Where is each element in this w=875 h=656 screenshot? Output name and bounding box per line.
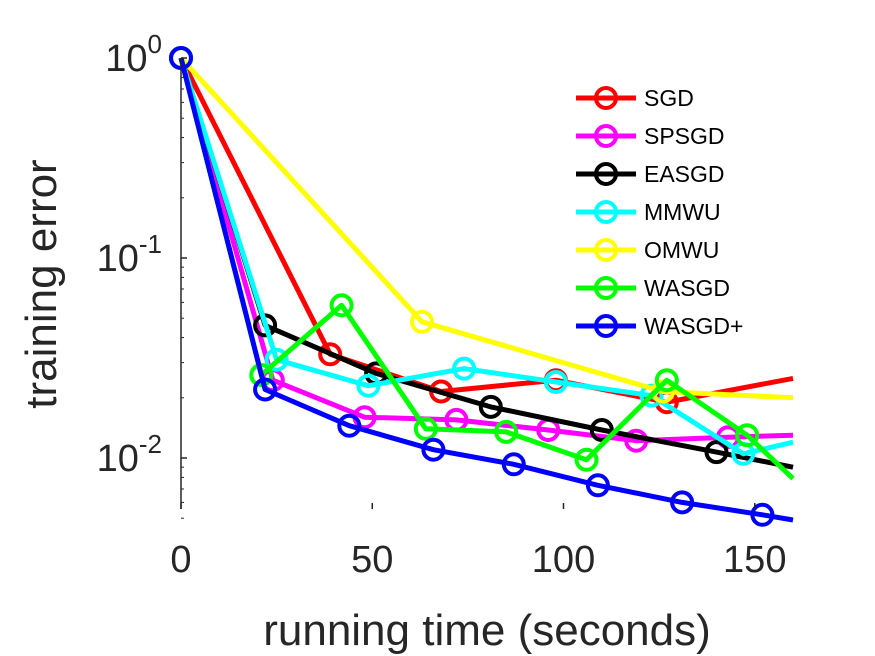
series-mmwu xyxy=(169,46,794,466)
data-point-wasgd xyxy=(574,447,599,472)
series-layer xyxy=(169,46,795,527)
legend-marker xyxy=(594,314,618,338)
legend-label: SPSGD xyxy=(644,123,725,149)
x-tick-label: 150 xyxy=(723,539,786,581)
legend-label: SGD xyxy=(644,85,694,111)
legend-marker xyxy=(594,86,618,110)
data-point-wasgd-plus xyxy=(585,473,610,498)
series-line-mmwu xyxy=(178,57,794,457)
data-point-wasgd xyxy=(494,419,519,444)
data-point-wasgd xyxy=(735,423,760,448)
legend-label: WASGD+ xyxy=(644,313,743,339)
y-tick-label: 10-2 xyxy=(97,429,162,480)
series-wasgd-plus xyxy=(169,46,794,527)
x-axis-ticks: 0 50 100 150 xyxy=(170,503,786,581)
x-axis-label: running time (seconds) xyxy=(263,606,711,655)
x-tick-label: 50 xyxy=(351,539,393,581)
data-point-mmwu xyxy=(264,347,289,372)
legend-item-spsgd: SPSGD xyxy=(576,123,725,149)
series-line-spsgd xyxy=(178,57,794,444)
x-tick-label: 0 xyxy=(170,539,191,581)
legend-label: MMWU xyxy=(644,199,721,225)
legend-marker xyxy=(594,238,618,262)
series-line-wasgd xyxy=(178,57,795,481)
y-tick-label: 10-1 xyxy=(97,229,162,280)
series-line-omwu xyxy=(179,56,794,401)
data-point-wasgd-plus xyxy=(337,413,362,438)
legend-item-sgd: SGD xyxy=(576,85,694,111)
data-point-omwu xyxy=(410,309,434,334)
y-tick-label: 100 xyxy=(105,29,162,80)
data-point-wasgd xyxy=(329,293,354,318)
legend-label: WASGD xyxy=(644,275,730,301)
data-point-wasgd xyxy=(413,416,438,441)
y-axis-label: training error xyxy=(17,159,66,408)
data-point-wasgd-plus xyxy=(750,502,775,527)
series-line-sgd xyxy=(178,56,794,405)
legend-marker xyxy=(594,162,618,186)
data-point-easgd xyxy=(704,440,729,465)
y-axis-ticks: 100 10-1 10-2 xyxy=(97,29,187,519)
legend-item-easgd: EASGD xyxy=(576,161,725,187)
data-point-easgd xyxy=(589,418,614,442)
data-point-sgd xyxy=(318,342,343,367)
data-point-mmwu xyxy=(452,356,477,381)
data-point-easgd xyxy=(478,394,503,419)
legend-item-wasgd: WASGD xyxy=(576,275,730,301)
data-point-wasgd xyxy=(654,368,679,393)
legend-item-mmwu: MMWU xyxy=(576,199,721,225)
series-line-wasgd-plus xyxy=(178,57,794,523)
legend-marker xyxy=(594,200,618,224)
legend-item-omwu: OMWU xyxy=(576,237,719,263)
x-tick-label: 100 xyxy=(532,539,595,581)
data-point-wasgd-plus xyxy=(421,437,446,462)
legend-item-wasgd-plus: WASGD+ xyxy=(576,313,743,339)
data-point-wasgd-plus xyxy=(253,377,278,402)
legend-marker xyxy=(594,124,618,148)
data-point-mmwu xyxy=(543,370,568,394)
legend: SGD SPSGD EASGD MMWU OMWU WASGD WASGD+ xyxy=(576,85,743,339)
data-point-wasgd-plus xyxy=(501,452,526,477)
legend-label: OMWU xyxy=(644,237,719,263)
legend-label: EASGD xyxy=(644,161,725,187)
data-point-mmwu xyxy=(356,373,381,398)
data-point-wasgd-plus xyxy=(670,490,695,515)
plot-area xyxy=(181,58,793,509)
legend-marker xyxy=(594,276,618,300)
